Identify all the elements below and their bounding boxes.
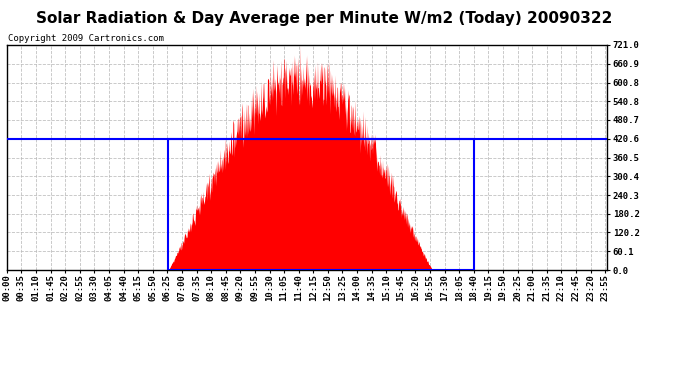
Text: Solar Radiation & Day Average per Minute W/m2 (Today) 20090322: Solar Radiation & Day Average per Minute…: [36, 11, 613, 26]
Text: Copyright 2009 Cartronics.com: Copyright 2009 Cartronics.com: [8, 34, 164, 43]
Bar: [168, 139, 474, 270]
